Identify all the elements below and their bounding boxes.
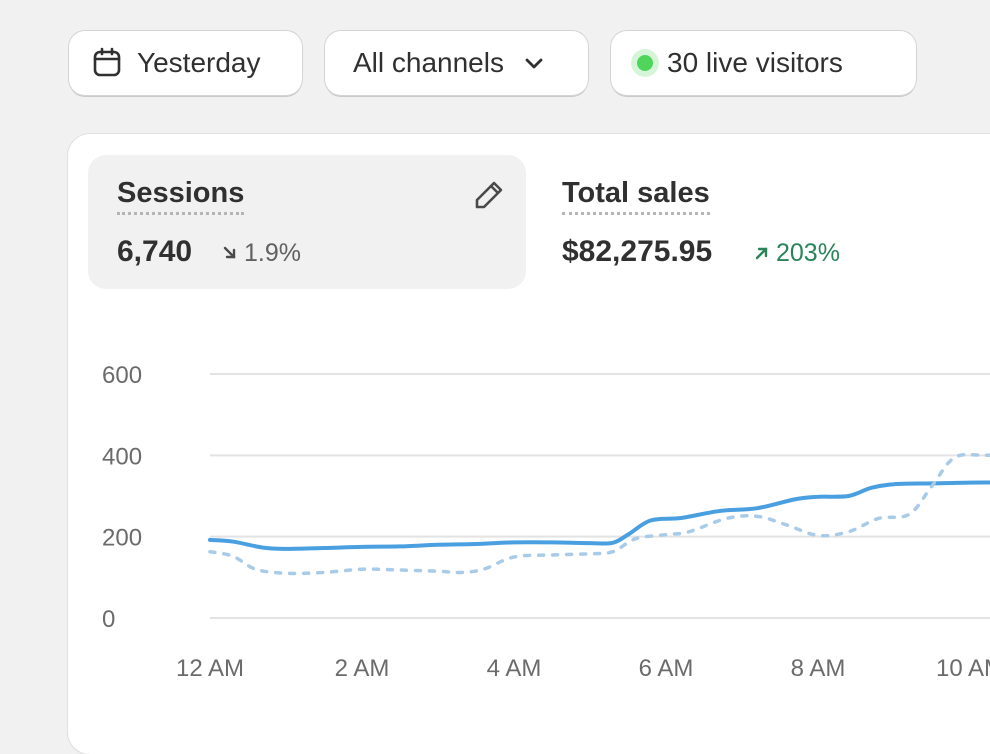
total-sales-change-value: 203% bbox=[776, 239, 840, 267]
live-visitors-label: 30 live visitors bbox=[667, 47, 843, 78]
x-tick-label: 12 AM bbox=[176, 655, 244, 682]
x-tick-label: 8 AM bbox=[791, 655, 846, 682]
total-sales-change: 203% bbox=[754, 235, 840, 271]
sessions-label[interactable]: Sessions bbox=[117, 176, 245, 215]
total-sales-label[interactable]: Total sales bbox=[562, 176, 710, 215]
live-visitors-button[interactable]: 30 live visitors bbox=[611, 31, 916, 95]
live-dot-icon bbox=[637, 55, 653, 71]
sessions-line-chart: 0 200 400 600 12 AM 2 AM 4 AM 6 AM 8 AM 10 AM bbox=[102, 362, 990, 682]
y-tick-label: 400 bbox=[102, 443, 142, 470]
sessions-change: 1.9% bbox=[222, 235, 301, 271]
x-tick-label: 4 AM bbox=[487, 655, 542, 682]
sessions-change-value: 1.9% bbox=[244, 239, 301, 267]
chevron-down-icon bbox=[522, 51, 546, 75]
date-range-button[interactable]: Yesterday bbox=[69, 31, 302, 95]
y-tick-label: 200 bbox=[102, 525, 142, 552]
sessions-value: 6,740 bbox=[117, 235, 193, 268]
y-tick-label: 600 bbox=[102, 362, 142, 389]
arrow-up-right-icon bbox=[754, 245, 770, 261]
y-tick-label: 0 bbox=[102, 606, 115, 633]
series-line-comparison bbox=[208, 452, 990, 576]
series-line-yesterday bbox=[208, 480, 990, 551]
channels-label: All channels bbox=[353, 47, 504, 78]
calendar-icon bbox=[91, 47, 123, 79]
x-tick-label: 2 AM bbox=[335, 655, 390, 682]
pencil-icon[interactable] bbox=[472, 178, 506, 217]
x-tick-label: 6 AM bbox=[639, 655, 694, 682]
total-sales-value: $82,275.95 bbox=[562, 235, 713, 268]
arrow-down-right-icon bbox=[222, 245, 238, 261]
x-tick-label: 10 AM bbox=[936, 655, 990, 682]
metric-tile-sessions[interactable] bbox=[88, 155, 526, 289]
channels-dropdown[interactable]: All channels bbox=[325, 31, 588, 95]
date-range-label: Yesterday bbox=[137, 47, 261, 78]
